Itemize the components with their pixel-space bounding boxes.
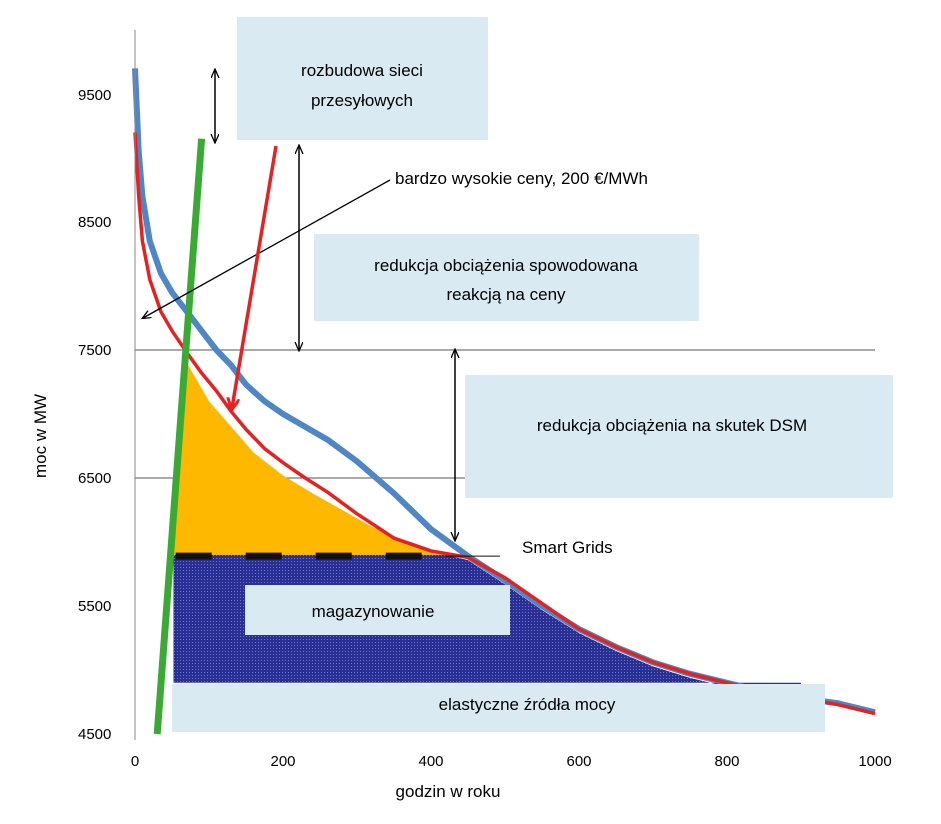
annotation-box [237, 17, 488, 140]
annotation-box-text: rozbudowa sieci [301, 61, 423, 80]
annotation-box-text: elastyczne źródła mocy [439, 695, 616, 714]
arrow-high-prices [143, 179, 391, 318]
x-tick-label: 800 [714, 753, 739, 770]
annotation-box-text: redukcja obciążenia na skutek DSM [537, 416, 807, 435]
price-annotation: bardzo wysokie ceny, 200 €/MWh [395, 169, 648, 188]
x-tick-label: 200 [270, 753, 295, 770]
x-axis-title: godzin w roku [396, 782, 501, 801]
annotation-box [465, 375, 893, 498]
y-axis-title: moc w MW [31, 394, 50, 478]
annotation-box-text: magazynowanie [312, 602, 435, 621]
x-tick-label: 400 [418, 753, 443, 770]
series-line-red [133, 132, 876, 716]
y-tick-label: 4500 [78, 726, 111, 743]
orange-fill [173, 356, 446, 555]
arrow-red [232, 145, 278, 408]
green-line [153, 138, 206, 735]
annotation-box [314, 234, 699, 321]
y-tick-label: 5500 [78, 598, 111, 615]
x-tick-label: 0 [131, 753, 139, 770]
tick-labels: 4500 5500 6500 7500 8500 9500 0 200 400 600 800 100… [78, 87, 892, 770]
annotation-box-text: przesyłowych [311, 91, 413, 110]
annotation-box-text: reakcją na ceny [446, 285, 566, 304]
annotation-boxes: rozbudowa sieci przesyłowych redukcja obci… [172, 17, 893, 732]
x-tick-label: 1000 [858, 753, 891, 770]
x-tick-label: 600 [566, 753, 591, 770]
annotation-box [172, 684, 825, 732]
arrows [143, 70, 455, 540]
smart-grids-label: Smart Grids [522, 538, 613, 557]
y-tick-label: 7500 [78, 342, 111, 359]
annotation-box [245, 585, 510, 635]
series-lines [132, 68, 876, 735]
y-tick-label: 6500 [78, 470, 111, 487]
y-tick-label: 9500 [78, 87, 111, 104]
annotation-box-text: redukcja obciążenia spowodowana [374, 256, 638, 275]
y-tick-label: 8500 [78, 214, 111, 231]
orange-area [173, 356, 446, 555]
